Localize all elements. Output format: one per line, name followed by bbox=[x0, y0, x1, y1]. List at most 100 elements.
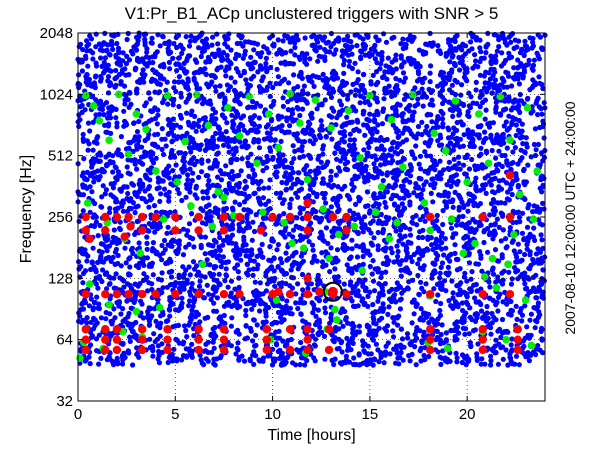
blue-trigger-point bbox=[465, 246, 471, 252]
blue-trigger-point bbox=[386, 258, 392, 264]
blue-trigger-point bbox=[421, 333, 427, 339]
blue-trigger-point bbox=[233, 351, 239, 357]
blue-trigger-point bbox=[452, 334, 458, 340]
blue-trigger-point bbox=[120, 50, 126, 56]
blue-trigger-point bbox=[323, 225, 329, 231]
blue-trigger-point bbox=[479, 356, 485, 362]
blue-trigger-point bbox=[457, 67, 463, 73]
blue-trigger-point bbox=[247, 356, 253, 362]
blue-trigger-point bbox=[358, 93, 364, 99]
blue-trigger-point bbox=[317, 44, 323, 50]
blue-trigger-point bbox=[371, 356, 377, 362]
blue-trigger-point bbox=[454, 267, 460, 273]
blue-trigger-point bbox=[393, 66, 399, 72]
blue-trigger-point bbox=[538, 206, 544, 212]
blue-trigger-point bbox=[106, 210, 113, 216]
blue-trigger-point bbox=[143, 276, 149, 282]
blue-trigger-point bbox=[296, 54, 302, 60]
blue-trigger-point bbox=[439, 286, 445, 292]
blue-trigger-point bbox=[134, 166, 140, 172]
blue-trigger-point bbox=[222, 171, 228, 177]
blue-trigger-point bbox=[128, 247, 135, 253]
blue-trigger-point bbox=[423, 94, 430, 100]
blue-trigger-point bbox=[459, 82, 465, 88]
blue-trigger-point bbox=[203, 356, 209, 362]
blue-trigger-point bbox=[345, 33, 351, 40]
blue-trigger-point bbox=[93, 112, 99, 118]
blue-trigger-point bbox=[365, 34, 371, 40]
blue-trigger-point bbox=[149, 40, 155, 46]
blue-trigger-point bbox=[133, 87, 140, 94]
blue-trigger-point bbox=[107, 311, 113, 317]
blue-trigger-point bbox=[127, 334, 133, 340]
blue-trigger-point bbox=[351, 137, 357, 143]
blue-trigger-point bbox=[213, 248, 219, 254]
blue-trigger-point bbox=[221, 142, 227, 148]
blue-trigger-point bbox=[270, 84, 276, 91]
blue-trigger-point bbox=[538, 328, 544, 334]
blue-trigger-point bbox=[126, 198, 132, 204]
blue-trigger-point bbox=[138, 298, 144, 304]
blue-trigger-point bbox=[98, 315, 104, 321]
blue-trigger-point bbox=[248, 66, 254, 72]
blue-trigger-point bbox=[437, 238, 443, 244]
blue-trigger-point bbox=[448, 251, 454, 257]
blue-trigger-point bbox=[378, 162, 384, 168]
blue-trigger-point bbox=[395, 248, 401, 255]
blue-trigger-point bbox=[86, 41, 92, 47]
blue-trigger-point bbox=[87, 173, 93, 179]
blue-trigger-point bbox=[177, 42, 184, 48]
blue-trigger-point bbox=[525, 61, 532, 67]
blue-trigger-point bbox=[132, 293, 138, 300]
blue-trigger-point bbox=[348, 279, 354, 285]
blue-trigger-point bbox=[307, 56, 313, 62]
blue-trigger-point bbox=[389, 250, 395, 256]
blue-trigger-point bbox=[241, 70, 247, 76]
blue-trigger-point bbox=[511, 248, 517, 254]
blue-trigger-point bbox=[80, 131, 86, 138]
blue-trigger-point bbox=[412, 155, 418, 161]
blue-trigger-point bbox=[149, 151, 155, 157]
blue-trigger-point bbox=[244, 215, 250, 221]
blue-trigger-point bbox=[283, 180, 290, 186]
blue-trigger-point bbox=[189, 281, 195, 287]
blue-trigger-point bbox=[477, 45, 483, 51]
blue-trigger-point bbox=[375, 347, 381, 353]
blue-trigger-point bbox=[459, 359, 465, 366]
blue-trigger-point bbox=[509, 239, 515, 245]
blue-trigger-point bbox=[504, 160, 510, 166]
blue-trigger-point bbox=[132, 190, 138, 196]
blue-trigger-point bbox=[451, 156, 457, 162]
blue-trigger-point bbox=[164, 230, 170, 236]
blue-trigger-point bbox=[306, 119, 312, 125]
blue-trigger-point bbox=[496, 44, 502, 50]
blue-trigger-point bbox=[113, 271, 119, 277]
blue-trigger-point bbox=[471, 202, 477, 208]
blue-trigger-point bbox=[108, 68, 114, 74]
blue-trigger-point bbox=[211, 277, 217, 283]
blue-trigger-point bbox=[186, 241, 192, 247]
blue-trigger-point bbox=[209, 116, 215, 122]
blue-trigger-point bbox=[499, 316, 506, 323]
blue-trigger-point bbox=[251, 59, 257, 65]
blue-trigger-point bbox=[428, 153, 434, 159]
blue-trigger-point bbox=[367, 111, 373, 117]
blue-trigger-point bbox=[420, 248, 426, 254]
blue-trigger-point bbox=[251, 349, 257, 355]
blue-trigger-point bbox=[463, 362, 469, 368]
blue-trigger-point bbox=[216, 280, 222, 286]
blue-trigger-point bbox=[185, 172, 191, 178]
blue-trigger-point bbox=[331, 182, 337, 188]
blue-trigger-point bbox=[468, 343, 474, 350]
blue-trigger-point bbox=[223, 163, 229, 169]
blue-trigger-point bbox=[450, 234, 456, 240]
blue-trigger-point bbox=[166, 122, 172, 128]
blue-trigger-point bbox=[293, 291, 299, 297]
blue-trigger-point bbox=[341, 139, 347, 145]
blue-trigger-point bbox=[243, 301, 249, 307]
blue-trigger-point bbox=[506, 50, 512, 56]
blue-trigger-point bbox=[211, 264, 217, 270]
blue-trigger-point bbox=[284, 186, 290, 192]
blue-trigger-point bbox=[218, 54, 225, 60]
